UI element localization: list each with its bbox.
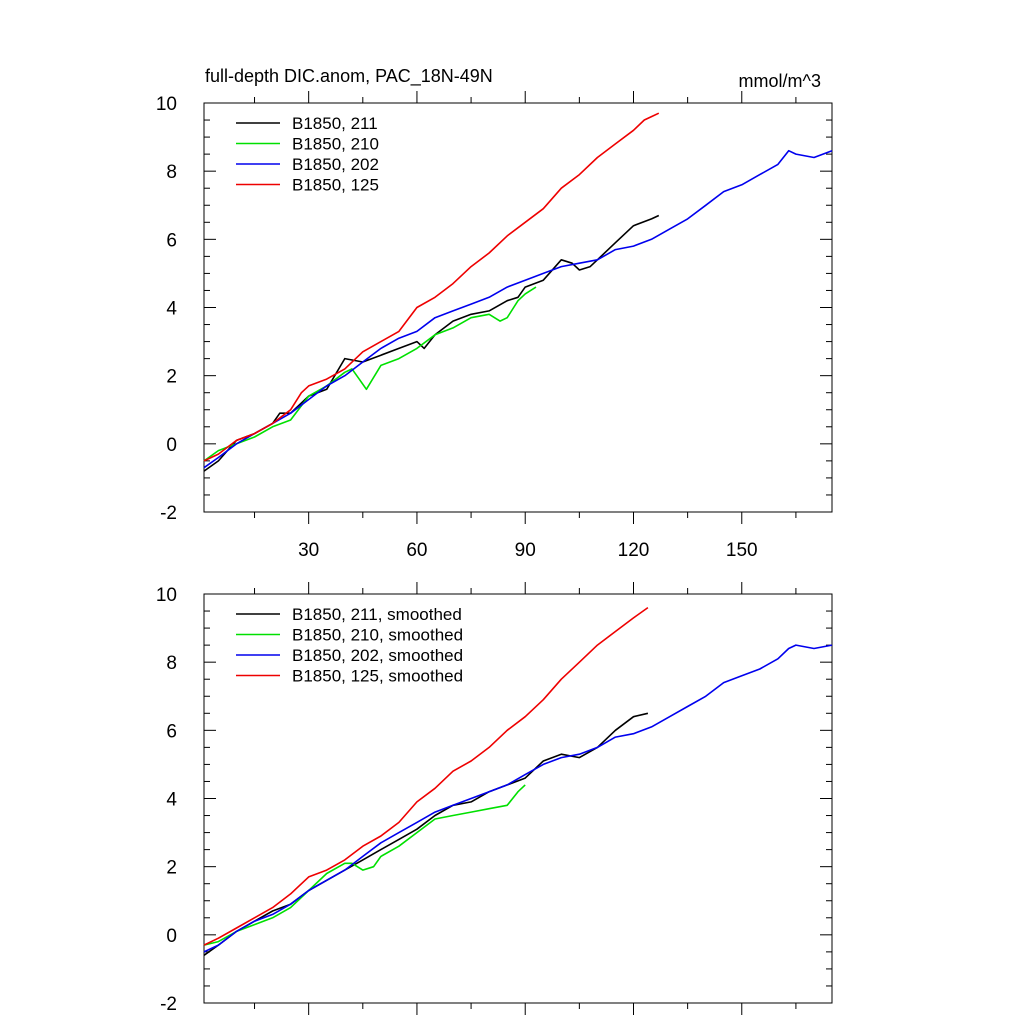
series-line-202 xyxy=(203,149,833,469)
x-tick-label: 120 xyxy=(618,540,650,561)
legend-label: B1850, 210 xyxy=(292,135,379,154)
x-tick-label: 150 xyxy=(726,540,758,561)
legend-label: B1850, 202, smoothed xyxy=(292,646,463,665)
y-tick-label: 2 xyxy=(166,858,177,879)
y-tick-label: 0 xyxy=(166,926,177,947)
y-tick-label: 6 xyxy=(166,721,177,742)
x-tick-label: 90 xyxy=(515,540,536,561)
y-tick-label: 4 xyxy=(166,790,177,811)
series-line-125 xyxy=(203,606,649,946)
series-line-210 xyxy=(203,286,537,462)
y-tick-label: 10 xyxy=(156,585,177,606)
y-tick-label: 4 xyxy=(166,299,177,320)
series-line-211 xyxy=(203,712,649,956)
bottom-panel: -2 0 2 4 6 8 10 B1850, 211, smoothed B1850, 210,… xyxy=(156,582,833,1015)
chart-title: full-depth DIC.anom, PAC_18N-49N xyxy=(205,66,493,87)
x-tick-label: 60 xyxy=(406,540,427,561)
y-tick-label: 6 xyxy=(166,230,177,251)
legend-label: B1850, 202 xyxy=(292,155,379,174)
series-line-202 xyxy=(203,644,833,953)
legend: B1850, 211, smoothed B1850, 210, smoothed… xyxy=(236,605,463,686)
legend-label: B1850, 125, smoothed xyxy=(292,667,463,686)
legend-label: B1850, 211 xyxy=(292,114,378,133)
y-tick-label: 10 xyxy=(156,94,177,115)
y-tick-label: -2 xyxy=(160,994,177,1015)
legend-label: B1850, 210, smoothed xyxy=(292,626,463,645)
y-tick-label: 0 xyxy=(166,435,177,456)
y-tick-label: 8 xyxy=(166,162,177,183)
series-line-210 xyxy=(203,784,526,946)
y-tick-label: -2 xyxy=(160,503,177,524)
units-label: mmol/m^3 xyxy=(739,71,821,91)
y-tick-label: 2 xyxy=(166,367,177,388)
legend-label: B1850, 211, smoothed xyxy=(292,605,462,624)
x-tick-label: 30 xyxy=(298,540,319,561)
series-line-211 xyxy=(203,214,660,472)
series-line-125 xyxy=(203,112,660,462)
legend-label: B1850, 125 xyxy=(292,176,379,195)
y-tick-label: 8 xyxy=(166,653,177,674)
